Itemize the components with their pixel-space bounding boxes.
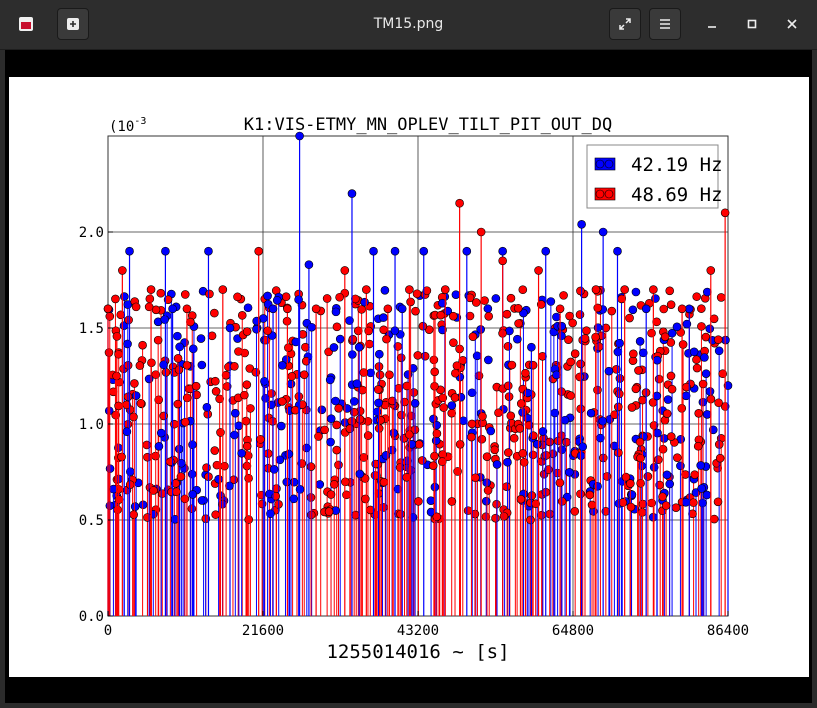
new-window-button[interactable]	[57, 8, 89, 40]
x-tick-label: 43200	[397, 623, 439, 639]
x-tick-label: 21600	[242, 623, 284, 639]
data-point	[684, 304, 694, 314]
maximize-icon	[747, 19, 757, 29]
data-point	[720, 208, 730, 218]
data-point	[534, 266, 543, 275]
data-point	[340, 266, 350, 275]
close-icon	[787, 19, 797, 29]
y-scale-label: (10-3	[109, 116, 146, 135]
data-point	[295, 131, 304, 141]
data-point	[347, 189, 357, 198]
data-point	[405, 285, 414, 294]
y-tick-label: 2.0	[79, 225, 104, 241]
data-point	[311, 304, 321, 314]
minimize-icon	[708, 26, 716, 28]
x-tick-label: 0	[104, 623, 112, 639]
data-point	[146, 285, 156, 294]
data-point	[677, 304, 687, 314]
data-point	[354, 342, 364, 352]
y-tick-label: 0.0	[79, 609, 104, 625]
data-point	[419, 246, 429, 256]
data-point	[591, 285, 601, 294]
data-point	[541, 246, 551, 256]
data-point	[283, 304, 292, 314]
y-tick-label: 1.0	[79, 417, 104, 433]
data-point	[304, 260, 314, 269]
minimize-button[interactable]	[696, 8, 728, 40]
hamburger-menu-icon	[660, 19, 670, 29]
legend-marker	[604, 189, 614, 199]
legend-marker	[595, 159, 605, 169]
data-point	[390, 246, 400, 256]
data-point	[161, 246, 170, 256]
legend-label: 42.19 Hz	[631, 154, 723, 176]
data-point	[498, 256, 507, 266]
series-2	[103, 198, 730, 616]
data-point	[577, 220, 586, 229]
y-tick-label: 1.5	[79, 321, 104, 337]
data-point	[527, 342, 536, 352]
legend-label: 48.69 Hz	[631, 184, 723, 206]
data-point	[103, 304, 113, 314]
y-tick-label: 0.5	[79, 513, 104, 529]
x-tick-label: 64800	[552, 623, 594, 639]
data-point	[383, 304, 393, 314]
data-point	[118, 266, 127, 275]
maximize-button[interactable]	[736, 8, 768, 40]
x-tick-label: 86400	[707, 623, 749, 639]
data-point	[613, 246, 622, 256]
data-point	[254, 246, 263, 256]
fullscreen-button[interactable]	[609, 8, 641, 40]
data-point	[125, 246, 134, 256]
chart: 0 21600 43200 64800 86400 0.0 0.5 1.0 1.5 2.0 (10…	[79, 115, 749, 663]
data-point	[225, 323, 235, 333]
data-point	[440, 285, 450, 294]
data-point	[462, 246, 472, 256]
data-point	[218, 285, 228, 294]
data-point	[168, 304, 177, 314]
window-titlebar: TM15.png	[0, 0, 817, 50]
data-point	[620, 285, 629, 294]
data-point	[182, 304, 192, 314]
image-viewer-icon[interactable]	[10, 8, 42, 40]
fullscreen-icon	[619, 18, 631, 30]
legend: 42.19 Hz 48.69 Hz	[586, 144, 723, 209]
data-point	[598, 227, 608, 237]
data-point	[498, 246, 507, 256]
legend-marker	[604, 159, 614, 169]
chart-title: K1:VIS-ETMY_MN_OPLEV_TILT_PIT_OUT_DQ	[244, 115, 612, 135]
data-point	[204, 246, 213, 256]
legend-marker	[595, 189, 605, 199]
data-point	[723, 381, 733, 390]
data-point	[706, 266, 716, 275]
image-canvas: 0 21600 43200 64800 86400 0.0 0.5 1.0 1.5 2.0 (10…	[9, 77, 809, 677]
close-button[interactable]	[776, 8, 808, 40]
data-point	[641, 304, 651, 314]
data-point	[397, 304, 407, 314]
data-point	[362, 285, 371, 294]
data-point	[476, 227, 486, 237]
data-point	[369, 246, 378, 256]
data-point	[555, 304, 565, 314]
menu-button[interactable]	[649, 8, 681, 40]
data-point	[455, 198, 464, 208]
data-point	[268, 304, 278, 314]
new-window-icon	[67, 18, 79, 30]
data-point	[649, 285, 658, 294]
x-axis-label: 1255014016 ~ [s]	[326, 641, 509, 663]
window-title: TM15.png	[373, 16, 444, 32]
